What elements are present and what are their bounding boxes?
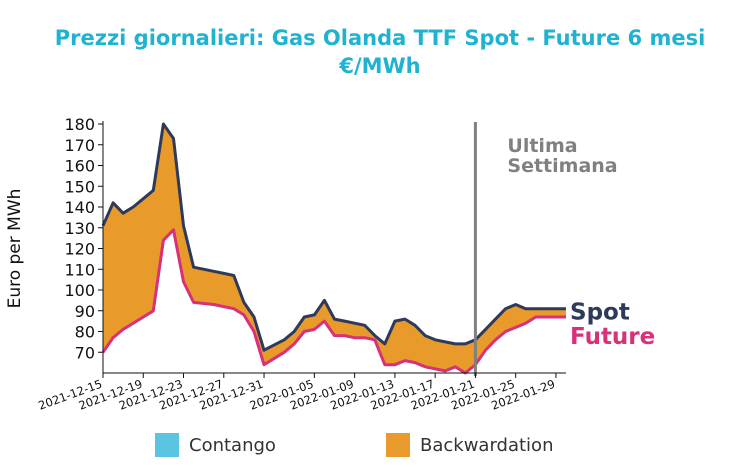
last-week-label: Settimana (507, 155, 617, 177)
legend-contango-swatch (155, 433, 179, 457)
y-tick-label: 120 (64, 240, 95, 259)
y-tick-label: 170 (64, 136, 95, 155)
y-tick-label: 140 (64, 198, 95, 217)
y-tick-label: 130 (64, 219, 95, 238)
legend-backwardation: Backwardation (386, 432, 553, 458)
y-tick-label: 160 (64, 157, 95, 176)
series-label-spot: Spot (570, 300, 630, 326)
legend-contango: Contango (155, 432, 276, 458)
y-tick-label: 80 (75, 323, 95, 342)
y-tick-label: 70 (75, 343, 95, 362)
chart-title-unit: €/MWh (339, 54, 421, 78)
y-axis-label: Euro per MWh (5, 189, 25, 309)
legend-contango-label: Contango (189, 434, 276, 456)
y-tick-label: 90 (75, 302, 95, 321)
series-line-future (101, 228, 566, 375)
last-week-label: Ultima (507, 135, 577, 157)
y-tick-label: 110 (64, 260, 95, 279)
chart-title: Prezzi giornalieri: Gas Olanda TTF Spot … (54, 26, 706, 50)
legend-backwardation-label: Backwardation (420, 434, 554, 456)
backwardation-area (103, 124, 566, 373)
y-tick-label: 150 (64, 177, 95, 196)
y-tick-label: 180 (64, 115, 95, 134)
legend-backwardation-swatch (386, 433, 410, 457)
y-tick-label: 100 (64, 281, 95, 300)
series-line-spot (101, 122, 566, 352)
series-label-future: Future (570, 324, 655, 350)
